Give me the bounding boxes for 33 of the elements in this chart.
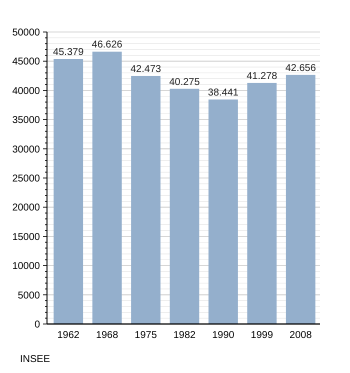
data-label: 41.278 xyxy=(246,70,278,82)
y-tick-label: 20000 xyxy=(12,202,40,214)
data-label: 45.379 xyxy=(53,46,84,58)
y-tick-label: 25000 xyxy=(12,174,40,184)
y-tick-label: 10000 xyxy=(12,261,40,272)
bar xyxy=(92,52,122,324)
x-tick-label: 1982 xyxy=(173,330,196,341)
bar xyxy=(131,76,160,324)
y-tick-label: 35000 xyxy=(12,115,40,126)
data-label: 40.275 xyxy=(169,76,200,88)
y-tick-label: 15000 xyxy=(12,232,40,243)
data-label: 46.626 xyxy=(92,40,123,51)
bar xyxy=(247,82,277,324)
bar xyxy=(170,88,200,324)
y-tick-label: 45000 xyxy=(12,56,40,68)
data-label: 42.473 xyxy=(130,64,162,75)
bar xyxy=(208,100,238,324)
x-tick-label: 1975 xyxy=(134,330,158,341)
bar xyxy=(54,58,84,324)
x-tick-label: 1962 xyxy=(57,330,80,341)
x-tick-label: 1990 xyxy=(212,330,235,341)
y-tick-label: 50000 xyxy=(12,28,40,38)
data-label: 38.441 xyxy=(208,88,239,99)
x-tick-label: 1968 xyxy=(96,330,119,341)
data-label: 42.656 xyxy=(285,62,316,74)
y-tick-label: 40000 xyxy=(12,86,40,97)
y-tick-label: 5000 xyxy=(18,290,40,302)
text: INSEE xyxy=(20,354,50,365)
y-tick-label: 0 xyxy=(34,320,40,330)
y-tick-label: 30000 xyxy=(12,144,40,156)
x-tick-label: 1999 xyxy=(250,330,274,341)
x-tick-label: 2008 xyxy=(290,330,312,341)
bar xyxy=(286,74,316,324)
